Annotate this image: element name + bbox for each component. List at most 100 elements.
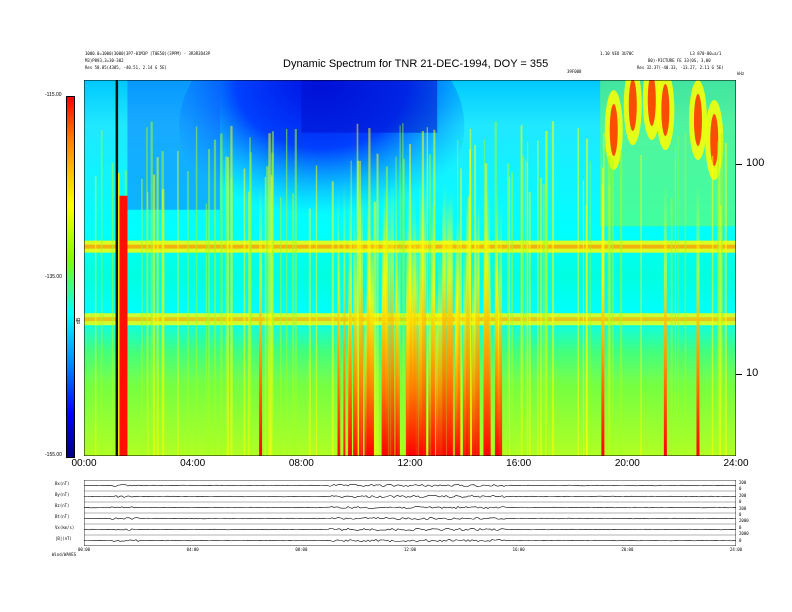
vertical-streak: [508, 176, 511, 456]
vertical-streak: [279, 196, 282, 456]
vertical-streak: [147, 191, 149, 456]
x-tick-label: 16:00: [506, 458, 532, 469]
trace-time-tick: 04:00: [186, 547, 199, 552]
vertical-streak: [520, 124, 523, 456]
dynamic-spectrum-heatmap: [84, 80, 736, 456]
vertical-streak: [208, 149, 211, 456]
high-freq-burst-core: [609, 104, 618, 156]
intense-burst-streak: [458, 215, 461, 456]
trace-right-tick: 200: [739, 505, 747, 511]
trace-label: Bz(nT): [55, 503, 70, 508]
vertical-streak: [540, 177, 542, 456]
field-traces-panel: [84, 480, 736, 546]
trace-time-tick: 00:00: [78, 547, 91, 552]
chart-title: Dynamic Spectrum for TNR 21-DEC-1994, DO…: [283, 58, 549, 70]
vertical-streak: [331, 181, 334, 456]
vertical-streak: [717, 141, 719, 456]
vertical-streak: [589, 161, 591, 456]
trace-right-tick: 200: [739, 492, 747, 498]
header-info-left-2: M3)P893,3=30-302: [85, 58, 124, 63]
trace-time-tick: 12:00: [404, 547, 417, 552]
intense-burst-streak: [361, 191, 364, 456]
intense-burst-streak: [343, 181, 346, 456]
vertical-streak: [619, 149, 623, 456]
intense-burst-streak: [448, 189, 452, 456]
vertical-streak: [402, 158, 405, 456]
vertical-streak: [677, 136, 679, 456]
vertical-streak: [213, 139, 217, 456]
vertical-streak: [524, 159, 527, 456]
vertical-streak: [507, 163, 510, 456]
vertical-streak: [150, 121, 153, 456]
trace-right-tick: 0: [739, 537, 742, 543]
trace-right-tick: 0: [739, 524, 742, 530]
vertical-streak: [609, 155, 611, 456]
trace-label: Bx(nT): [55, 481, 70, 486]
vertical-streak: [670, 198, 673, 456]
vertical-streak: [100, 129, 103, 456]
vertical-streak: [640, 155, 642, 456]
trace-right-tick: 0: [739, 499, 742, 505]
vertical-streak: [545, 131, 549, 456]
intense-burst-streak: [466, 195, 468, 456]
vertical-streak: [271, 176, 273, 456]
vertical-streak: [152, 174, 156, 456]
colorbar-tick-mid: -135.00: [45, 274, 62, 280]
intense-burst-streak: [438, 251, 443, 456]
vertical-streak: [522, 155, 525, 456]
intense-burst-streak: [428, 283, 431, 456]
vertical-streak: [551, 121, 555, 456]
narrow-burst: [663, 183, 667, 456]
x-tick-label: 12:00: [397, 458, 423, 469]
deep-blue-core: [301, 80, 438, 133]
intense-burst-streak: [430, 226, 436, 456]
trace-time-tick: 16:00: [512, 547, 525, 552]
intense-burst-streak: [462, 237, 467, 456]
vertical-streak: [586, 138, 589, 456]
trace-label: |B|(nT): [55, 536, 72, 541]
vertical-streak: [607, 156, 610, 456]
vertical-streak: [585, 205, 587, 456]
blue-region-left: [127, 80, 220, 210]
vertical-streak: [266, 166, 269, 456]
trace-label: By(nT): [55, 492, 70, 497]
header-info-left-3: Res 58.85(4385, -40.51, 2.14 G 5E): [85, 65, 167, 70]
header-info-right-2: B0)-PICTURE FE 33(0S, 3,00: [648, 58, 711, 63]
intense-burst-streak: [451, 188, 454, 456]
intense-burst-streak: [348, 193, 352, 456]
intense-burst-streak: [406, 271, 410, 456]
colorbar-label: dB: [76, 317, 83, 325]
intense-burst-streak: [418, 263, 423, 456]
trace-right-tick: 2000: [739, 518, 749, 524]
vertical-streak: [220, 133, 223, 456]
intense-burst-streak: [494, 205, 498, 456]
intense-burst-streak: [442, 182, 447, 456]
vertical-streak: [111, 163, 114, 456]
header-info-right-3: Res 32.37(-40.33, -13.27, 2.11 G 5E): [637, 65, 724, 70]
intense-burst-streak: [354, 231, 358, 456]
vertical-streak: [230, 125, 233, 456]
high-freq-burst-core: [647, 80, 656, 126]
trace-right-tick: 0: [739, 486, 742, 492]
intense-burst-streak: [421, 191, 426, 456]
trace-label: Vx(km/s): [55, 525, 75, 530]
x-tick-label: 24:00: [723, 458, 749, 469]
bright-vertical-band: [119, 195, 128, 456]
vertical-streak: [308, 208, 311, 456]
header-info-right-1: 1.10 VEO 3U70C: [600, 51, 634, 56]
intense-burst-streak: [409, 232, 412, 456]
trace-time-tick: 24:00: [730, 547, 743, 552]
vertical-streak: [315, 165, 318, 456]
field-trace-line: [84, 517, 736, 520]
vertical-streak: [243, 168, 246, 456]
vertical-streak: [718, 157, 721, 456]
vertical-streak: [611, 159, 614, 456]
trace-time-tick: 08:00: [295, 547, 308, 552]
vertical-streak: [248, 191, 251, 456]
vertical-streak: [373, 201, 377, 456]
y-tick-100: [736, 164, 742, 165]
vertical-streak: [268, 133, 271, 456]
intense-burst-streak: [478, 196, 480, 456]
vertical-streak: [94, 176, 97, 456]
vertical-streak: [187, 171, 189, 456]
